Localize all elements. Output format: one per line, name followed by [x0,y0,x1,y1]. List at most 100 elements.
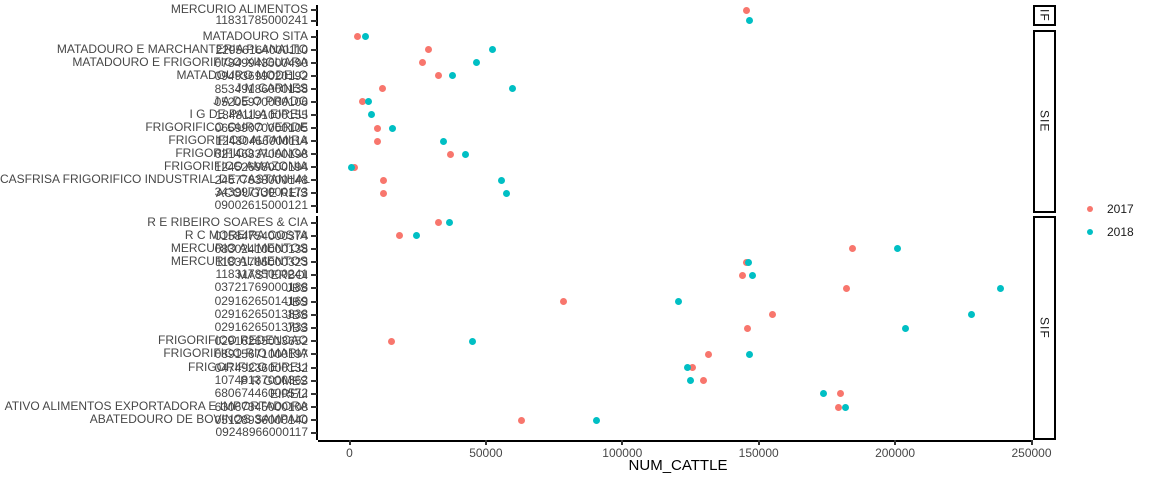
y-axis-label-overlap-text: EIRELI [269,386,308,401]
data-point-2018 [449,72,457,80]
data-point-2018 [842,403,850,411]
y-axis-label-text: 10748137000362 [214,372,308,387]
data-point-2017 [560,298,568,306]
y-axis-label-text: 02916265014169 [214,293,308,308]
y-axis-label-text: MERCURIO ALIMENTOS [170,240,308,255]
data-point-2017 [744,324,751,332]
facet-strip-label: SIE [1037,110,1052,133]
y-axis-label: 09002615000121 [0,199,308,213]
data-point-2018 [894,245,902,253]
y-axis-tick [311,379,317,382]
data-point-2018 [996,284,1004,292]
y-axis-label-text: MATADOURO E FRIGORIFICO XINGUARA [72,54,308,69]
y-axis-label-overlap-text: 08915671000197 [214,347,308,362]
data-point-2017 [424,46,432,54]
x-axis-tick-label: 150000 [738,446,779,460]
y-axis-label-text: FRIGORIFICO RIO MARIA [163,346,308,361]
data-point-2018 [468,337,476,345]
legend-item-2018: 2018 [1087,225,1134,239]
y-axis-label: FRIGORIFICO REDENCAO 02916265013652 [0,334,308,348]
legend-label: 2017 [1107,202,1134,216]
y-axis-label: MERCURIO ALIMENTOS [0,3,308,17]
y-axis-tick [311,419,317,422]
data-point-2018 [508,85,516,93]
y-axis-label-overlap-text: P R GOMES [240,373,308,388]
data-point-2017 [699,377,707,385]
x-axis-tick-label: 0 [346,446,353,460]
data-point-2018 [684,364,692,372]
y-axis-tick [311,221,317,224]
y-axis-tick [311,35,317,38]
y-axis-label-text: MERCURIO ALIMENTOS [170,2,308,17]
y-axis-label-overlap-text: JBS [285,294,308,309]
legend-label: 2018 [1107,225,1134,239]
facet-strip-if: IF [1033,5,1056,26]
y-axis-label: J A DE O PRADO 05205970000106 [0,94,308,109]
data-point-2018 [674,298,682,306]
y-axis-tick [311,234,317,237]
y-axis-label-overlap-text: 01584754000374 [214,228,308,243]
y-axis-label-text: 03721769000188 [214,280,308,295]
x-axis-tick-label: 50000 [469,446,503,460]
data-point-2017 [435,219,443,227]
y-axis-label-overlap-text: 06599070000105 [214,121,308,136]
data-point-2017 [418,59,426,67]
y-axis-tick [311,61,317,64]
facet-strip-label: SIF [1037,317,1052,339]
y-axis-label: J M CARNES 85349186000138 [0,80,308,96]
y-axis-label-overlap-text: ACOUGUE REIS [215,186,308,201]
data-point-2017 [849,245,857,253]
y-axis-label-text: 11831785000241 [215,267,308,282]
y-axis-label: MATADOURO E FRIGORIFICO XINGUARA 07849943… [0,54,308,70]
y-axis-label-overlap-text: 02146837000198 [214,147,308,162]
x-axis-tick [1030,440,1033,445]
y-axis-label-text: 34399773000173 [214,185,308,200]
y-axis-label-text: 02916265013838 [214,306,308,321]
x-axis-tick-label: 250000 [1011,446,1052,460]
y-axis-label-text: FRIGORIFICO EIRELI [187,359,308,374]
facet-strip-sif: SIF [1033,216,1056,440]
y-axis-label-text: MATADOURO MODELO [176,67,308,82]
y-axis-tick [311,19,317,22]
y-axis-label: R E RIBEIRO SOARES & CIA [0,214,308,230]
y-axis-label: 11831785000241 [0,13,308,28]
x-axis-tick [894,440,897,445]
y-axis-tick [311,366,317,369]
data-point-2017 [380,176,388,184]
y-axis-label: FRIGORIFICO EIRELI 04749236000132 [0,359,308,375]
x-axis-tick [621,440,624,445]
y-axis-label-overlap-text: 09493699020192 [214,68,308,83]
y-axis-label: MERCURIO ALIMENTOS 08302410000138 [0,240,308,256]
y-axis-label-overlap-text: 05205970000106 [214,94,308,109]
y-axis-tick [311,100,317,103]
data-point-2018 [592,416,600,424]
y-axis-label-overlap-text: 12480456000114 [215,134,308,149]
data-point-2017 [380,189,388,197]
y-axis-label-overlap-text: JBS [285,307,308,322]
y-axis-label: 09248966000117 [0,426,308,440]
y-axis-label-text: FRIGORIFICO OURO VERDE [145,120,308,135]
y-axis-tick [311,192,317,195]
y-axis-line [316,30,318,213]
y-axis-label: MATADOURO E MARCHANTERIA PLANALTO 2295616… [0,42,308,57]
facet-strip-label: IF [1037,9,1052,22]
data-point-2017 [373,124,381,132]
y-axis-label-overlap-text: 07849943000490 [214,55,308,70]
x-axis-tick [348,440,351,445]
y-axis-line [316,216,318,440]
y-axis-label-overlap-text: 08302410000138 [214,241,308,256]
y-axis-label-overlap-text: JBS [285,281,308,296]
y-axis-label: MATADOURO SITA [0,29,308,44]
data-point-2018 [445,219,453,227]
y-axis-label: ATIVO ALIMENTOS EXPORTADORA E IMPORTADOR… [0,400,308,414]
x-axis-title: NUM_CATTLE [628,457,728,474]
y-axis-label-text: J M CARNES [235,80,308,95]
y-axis-label-text: R E RIBEIRO SOARES & CIA [147,214,308,229]
x-axis-tick [484,440,487,445]
y-axis-label-text: 02916265013733 [214,320,308,334]
y-axis-label-text: ATIVO ALIMENTOS EXPORTADORA E IMPORTADOR… [4,399,308,414]
data-point-2017 [378,85,386,93]
y-axis-label-overlap-text: MASTERBOI [237,268,308,283]
y-axis-tick [311,327,317,329]
